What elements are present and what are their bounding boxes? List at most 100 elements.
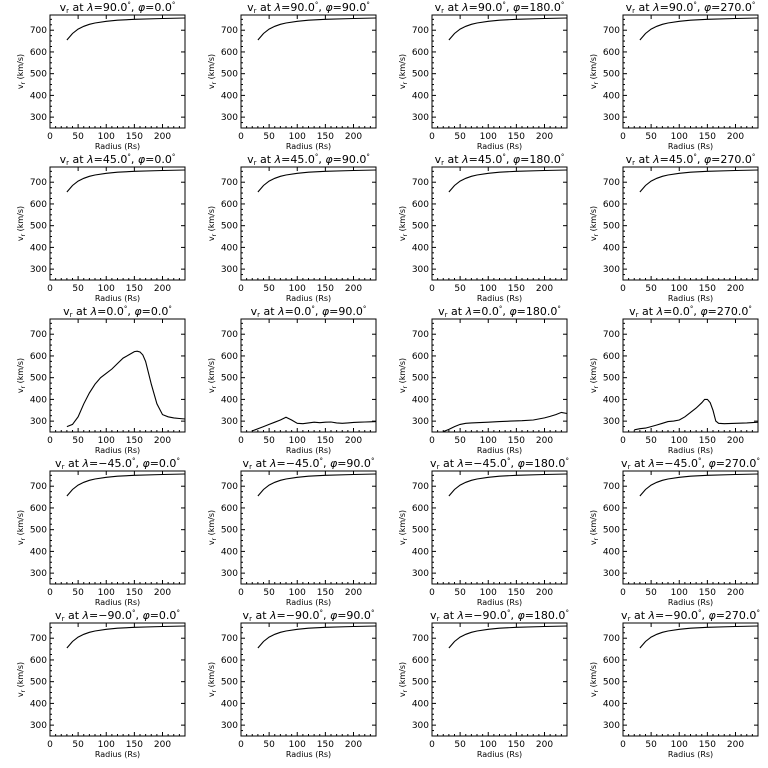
y-tick-label: 400 bbox=[603, 547, 620, 557]
x-tick-label: 50 bbox=[454, 740, 466, 750]
y-tick-label: 600 bbox=[603, 48, 620, 58]
y-tick-label: 400 bbox=[412, 395, 429, 405]
x-tick-label: 50 bbox=[645, 436, 657, 446]
panel-8: vr at λ=45.0°, φ=270.0° 0 50 100 150 200 300 40… bbox=[589, 153, 759, 303]
y-tick-label: 700 bbox=[412, 634, 429, 644]
y-tick-label: 400 bbox=[221, 547, 238, 557]
x-tick-label: 50 bbox=[454, 436, 466, 446]
x-tick-label: 100 bbox=[480, 740, 497, 750]
panel-title: vr at λ=−90.0°, φ=90.0° bbox=[243, 609, 375, 623]
y-tick-label: 500 bbox=[30, 222, 47, 232]
panel-3: vr at λ=90.0°, φ=180.0° 0 50 100 150 200 300 40… bbox=[398, 1, 568, 151]
plot-frame bbox=[49, 622, 186, 737]
plot-frame bbox=[622, 166, 759, 281]
x-tick-label: 0 bbox=[620, 132, 626, 142]
x-tick-label: 50 bbox=[72, 740, 84, 750]
y-tick-label: 400 bbox=[221, 395, 238, 405]
y-tick-label: 600 bbox=[30, 352, 47, 362]
y-tick-label: 700 bbox=[603, 634, 620, 644]
y-tick-label: 500 bbox=[603, 70, 620, 80]
series-vr-line bbox=[639, 169, 759, 193]
x-tick-label: 100 bbox=[289, 284, 306, 294]
x-tick-label: 50 bbox=[454, 284, 466, 294]
panel-title: vr at λ=0.0°, φ=180.0° bbox=[438, 305, 561, 319]
x-tick-label: 100 bbox=[289, 132, 306, 142]
x-tick-label: 150 bbox=[508, 436, 525, 446]
plot-frame bbox=[49, 14, 186, 129]
panel-5: vr at λ=45.0°, φ=0.0° 0 50 100 150 200 300 400 5… bbox=[16, 153, 186, 303]
y-tick-label: 300 bbox=[221, 113, 238, 123]
panel-title: vr at λ=0.0°, φ=0.0° bbox=[63, 305, 172, 319]
y-tick-label: 700 bbox=[603, 330, 620, 340]
x-tick-label: 0 bbox=[429, 132, 435, 142]
panel-6: vr at λ=45.0°, φ=90.0° 0 50 100 150 200 300 400… bbox=[207, 153, 377, 303]
panel-13: vr at λ=−45.0°, φ=0.0° 0 50 100 150 200 300 400… bbox=[16, 457, 186, 607]
y-tick-label: 300 bbox=[603, 265, 620, 275]
y-tick-label: 500 bbox=[30, 374, 47, 384]
x-tick-label: 0 bbox=[47, 284, 53, 294]
x-tick-label: 50 bbox=[454, 132, 466, 142]
plot-frame bbox=[431, 318, 568, 433]
y-tick-label: 500 bbox=[603, 678, 620, 688]
x-axis-label: Radius (Rs) bbox=[286, 142, 331, 151]
x-tick-label: 150 bbox=[508, 740, 525, 750]
series-vr-line bbox=[639, 473, 759, 497]
x-tick-label: 0 bbox=[238, 588, 244, 598]
x-tick-label: 50 bbox=[263, 436, 275, 446]
y-tick-label: 700 bbox=[30, 482, 47, 492]
x-tick-label: 100 bbox=[671, 436, 688, 446]
x-tick-label: 150 bbox=[699, 284, 716, 294]
panel-4: vr at λ=90.0°, φ=270.0° 0 50 100 150 200 300 40… bbox=[589, 1, 759, 151]
x-tick-label: 200 bbox=[727, 588, 744, 598]
x-axis-label: Radius (Rs) bbox=[95, 446, 140, 455]
y-axis-label: vr (km/s) bbox=[589, 206, 600, 241]
x-axis-label: Radius (Rs) bbox=[286, 750, 331, 759]
panel-title: vr at λ=45.0°, φ=270.0° bbox=[626, 153, 756, 167]
x-axis-label: Radius (Rs) bbox=[477, 446, 522, 455]
plot-frame bbox=[49, 166, 186, 281]
y-tick-label: 600 bbox=[603, 352, 620, 362]
y-tick-label: 300 bbox=[603, 721, 620, 731]
y-tick-label: 500 bbox=[603, 222, 620, 232]
x-axis-label: Radius (Rs) bbox=[286, 294, 331, 303]
x-tick-label: 200 bbox=[345, 132, 362, 142]
y-axis-label: vr (km/s) bbox=[207, 54, 218, 89]
panel-title: vr at λ=−90.0°, φ=270.0° bbox=[621, 609, 760, 623]
x-axis-label: Radius (Rs) bbox=[668, 294, 713, 303]
panel-title: vr at λ=−45.0°, φ=90.0° bbox=[243, 457, 375, 471]
y-tick-label: 700 bbox=[221, 178, 238, 188]
y-tick-label: 700 bbox=[221, 634, 238, 644]
x-tick-label: 150 bbox=[699, 588, 716, 598]
y-axis-label: vr (km/s) bbox=[207, 358, 218, 393]
y-tick-label: 700 bbox=[412, 330, 429, 340]
x-tick-label: 50 bbox=[645, 740, 657, 750]
y-tick-label: 700 bbox=[412, 482, 429, 492]
series-vr-line bbox=[639, 625, 759, 649]
x-tick-label: 50 bbox=[454, 588, 466, 598]
x-tick-label: 150 bbox=[317, 588, 334, 598]
x-tick-label: 0 bbox=[429, 436, 435, 446]
x-tick-label: 200 bbox=[154, 740, 171, 750]
y-tick-label: 600 bbox=[603, 656, 620, 666]
y-axis-label: vr (km/s) bbox=[16, 206, 27, 241]
x-tick-label: 150 bbox=[699, 132, 716, 142]
y-tick-label: 700 bbox=[603, 482, 620, 492]
plot-frame bbox=[240, 14, 377, 129]
panel-title: vr at λ=90.0°, φ=180.0° bbox=[435, 1, 565, 15]
plot-frame bbox=[240, 318, 377, 433]
x-tick-label: 0 bbox=[238, 436, 244, 446]
y-axis-label: vr (km/s) bbox=[16, 358, 27, 393]
y-tick-label: 500 bbox=[221, 526, 238, 536]
x-tick-label: 50 bbox=[263, 588, 275, 598]
y-axis-label: vr (km/s) bbox=[589, 54, 600, 89]
x-axis-label: Radius (Rs) bbox=[668, 142, 713, 151]
x-axis-label: Radius (Rs) bbox=[95, 142, 140, 151]
panel-title: vr at λ=90.0°, φ=0.0° bbox=[60, 1, 176, 15]
y-tick-label: 700 bbox=[221, 482, 238, 492]
plot-frame bbox=[622, 470, 759, 585]
y-tick-label: 500 bbox=[603, 374, 620, 384]
x-tick-label: 50 bbox=[263, 740, 275, 750]
y-tick-label: 600 bbox=[30, 200, 47, 210]
y-tick-label: 300 bbox=[221, 417, 238, 427]
panel-17: vr at λ=−90.0°, φ=0.0° 0 50 100 150 200 300 400… bbox=[16, 609, 186, 759]
